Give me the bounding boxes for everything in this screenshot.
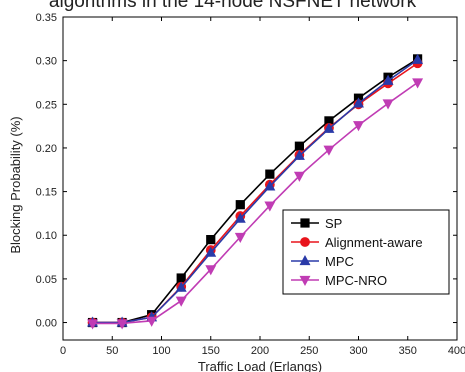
data-point xyxy=(412,78,424,89)
data-point xyxy=(146,316,158,327)
y-tick-label: 0.35 xyxy=(36,12,57,24)
data-point xyxy=(116,319,128,330)
legend-marker xyxy=(299,254,311,266)
chart-title: algorithms in the 14-node NSFNET network xyxy=(48,0,417,12)
axis-ticks: 0 50 100 150 200 250 300 350 400 0.00 0.05 0.10 0.15… xyxy=(36,12,465,357)
legend-marker xyxy=(299,275,311,287)
data-point xyxy=(353,121,364,132)
data-point xyxy=(205,265,217,276)
legend-marker xyxy=(300,218,310,228)
data-point xyxy=(234,212,246,223)
x-tick-label: 100 xyxy=(152,345,170,357)
x-tick-label: 150 xyxy=(202,345,220,357)
data-point xyxy=(205,246,217,257)
legend-entry: MPC xyxy=(291,254,354,269)
x-tick-label: 0 xyxy=(60,345,66,357)
y-tick-label: 0.25 xyxy=(36,99,57,111)
data-point xyxy=(382,74,394,85)
data-point xyxy=(176,273,186,283)
legend-label: MPC xyxy=(325,254,354,269)
data-point xyxy=(323,122,335,133)
legend-marker xyxy=(300,237,310,247)
series-line xyxy=(92,59,419,324)
legend-label: MPC-NRO xyxy=(325,273,387,288)
data-point xyxy=(323,145,335,156)
y-tick-label: 0.15 xyxy=(36,187,57,199)
data-point xyxy=(293,149,305,160)
x-tick-label: 250 xyxy=(300,345,318,357)
y-tick-label: 0.30 xyxy=(36,56,57,68)
legend-label: SP xyxy=(325,216,342,231)
y-tick-label: 0.00 xyxy=(36,318,57,330)
legend-entry: SP xyxy=(291,216,342,231)
data-point xyxy=(175,296,187,307)
x-tick-label: 50 xyxy=(106,345,118,357)
series-mpc-nro xyxy=(87,78,424,330)
x-tick-label: 300 xyxy=(349,345,367,357)
data-point xyxy=(264,180,276,191)
x-tick-label: 350 xyxy=(399,345,417,357)
legend-entry: Alignment-aware xyxy=(291,235,423,250)
data-point xyxy=(382,99,394,110)
data-point xyxy=(175,281,187,292)
y-axis-label: Blocking Probability (%) xyxy=(8,116,23,253)
y-tick-label: 0.05 xyxy=(36,274,57,286)
data-point xyxy=(265,169,275,179)
series-line xyxy=(92,58,419,324)
legend: SP Alignment-aware MPC MPC-NRO xyxy=(282,209,450,295)
series-group xyxy=(87,53,424,330)
data-point xyxy=(412,53,424,64)
x-tick-label: 200 xyxy=(251,345,269,357)
data-point xyxy=(264,201,276,212)
data-point xyxy=(234,232,246,244)
y-tick-label: 0.20 xyxy=(36,143,57,155)
data-point xyxy=(353,97,364,108)
legend-entry: MPC-NRO xyxy=(291,273,387,288)
data-point xyxy=(87,319,99,330)
legend-label: Alignment-aware xyxy=(325,235,423,250)
data-point xyxy=(235,200,245,210)
y-tick-label: 0.10 xyxy=(36,230,57,242)
x-axis-label: Traffic Load (Erlangs) xyxy=(198,359,322,372)
data-point xyxy=(293,171,305,182)
x-tick-label: 400 xyxy=(448,345,465,357)
data-point xyxy=(206,235,216,245)
data-point xyxy=(294,141,305,151)
